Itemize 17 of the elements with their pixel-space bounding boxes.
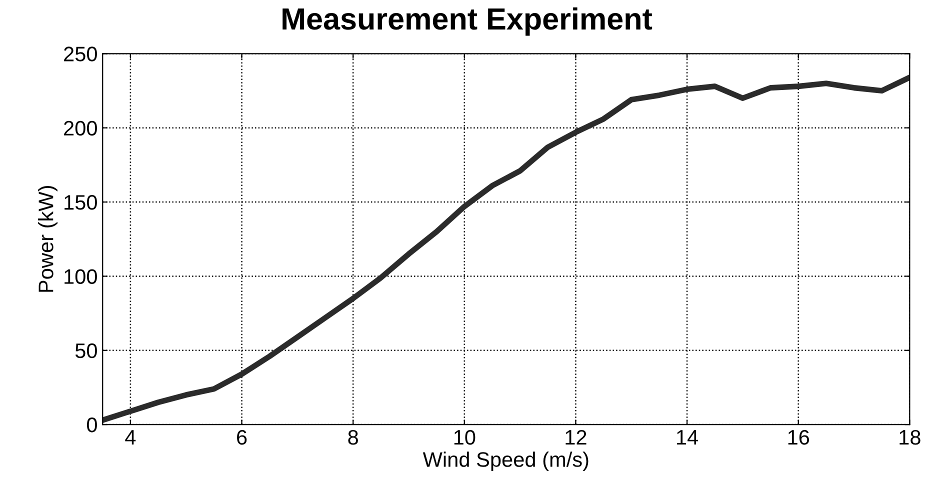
x-tick-label: 4 — [125, 430, 136, 445]
x-tick-label: 18 — [900, 430, 920, 445]
chart-title: Measurement Experiment — [282, 7, 652, 36]
x-axis-title: Wind Speed (m/s) — [422, 452, 588, 472]
y-tick-label: 150 — [64, 195, 97, 210]
y-tick-label: 0 — [86, 418, 97, 432]
y-tick-label: 50 — [75, 343, 97, 358]
y-tick-label: 250 — [64, 46, 97, 62]
x-tick-label: 6 — [237, 430, 247, 445]
x-tick-label: 12 — [566, 430, 586, 445]
y-tick-label: 100 — [64, 269, 97, 284]
x-tick-label: 8 — [348, 430, 358, 445]
x-tick-label: 10 — [454, 430, 476, 445]
y-axis-title: Power (kW) — [38, 186, 58, 292]
y-tick-label: 200 — [64, 120, 97, 136]
x-tick-label: 14 — [677, 430, 698, 445]
x-tick-label: 16 — [788, 430, 810, 445]
